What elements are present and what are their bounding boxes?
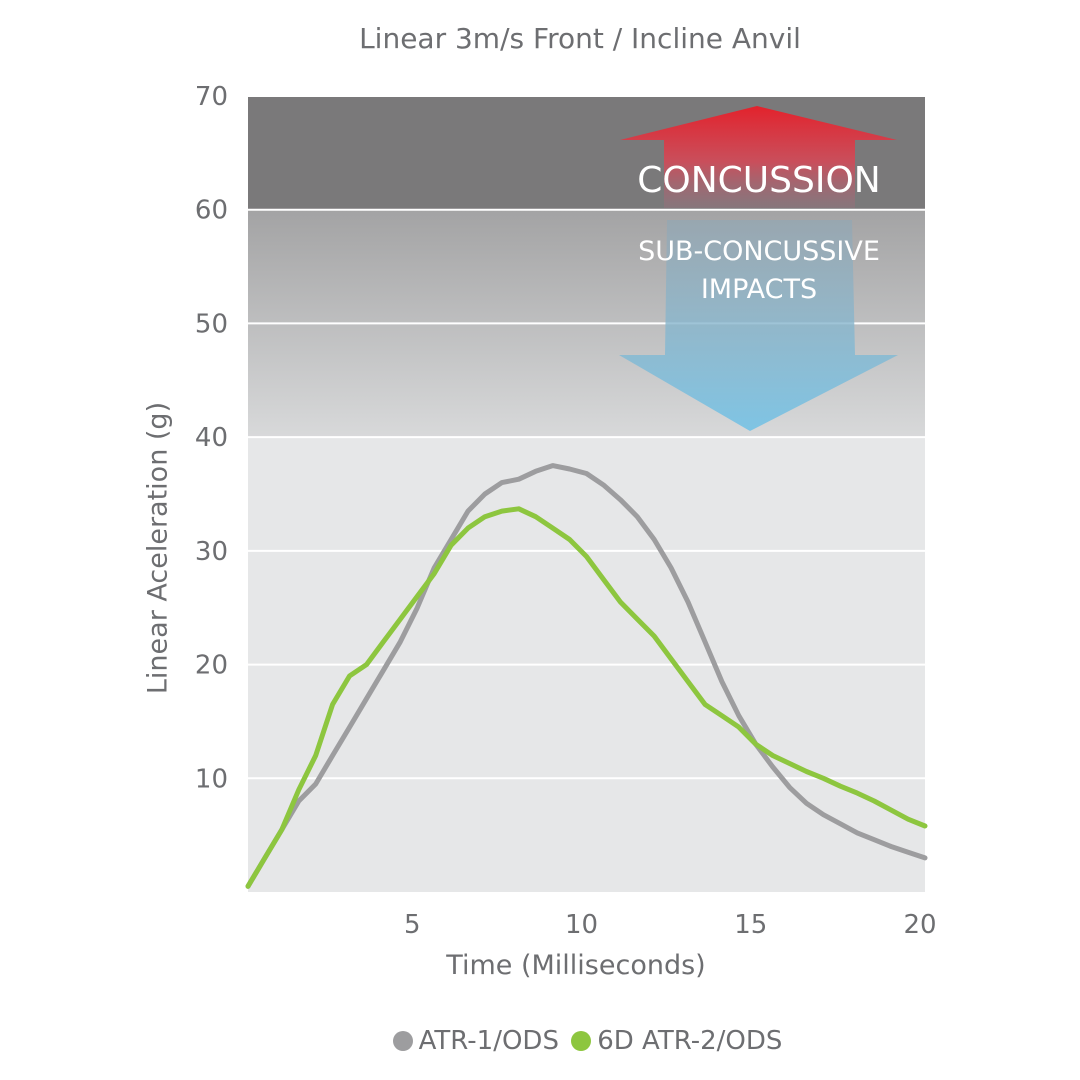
legend-label-6d-atr2: 6D ATR-2/ODS [597,1026,783,1056]
series-line-0 [245,463,928,889]
y-axis-label: Linear Aceleration (g) [142,401,174,695]
legend-item-atr1: ATR-1/ODS [392,1026,559,1056]
legend-marker-atr1 [392,1031,413,1051]
series-line-1 [245,506,928,889]
y-tick-label-10: 10 [195,764,228,794]
x-tick-label-5: 5 [404,910,421,940]
zone-arrows [619,106,898,431]
down-arrow-icon [619,220,898,431]
legend-marker-6d-atr2 [571,1031,592,1051]
legend-label-atr1: ATR-1/ODS [418,1026,559,1056]
y-tick-label-70: 70 [195,82,228,112]
sub-concussive-label-line1: SUB-CONCUSSIVE [638,236,880,267]
sub-concussive-label-line2: IMPACTS [700,274,818,305]
y-tick-label-20: 20 [195,651,228,681]
up-arrow-icon [620,106,897,208]
series-layer [245,463,928,889]
x-axis-label: Time (Milliseconds) [446,950,706,981]
legend: ATR-1/ODS 6D ATR-2/ODS [0,1026,1080,1058]
x-tick-label-20: 20 [903,910,936,940]
legend-item-6d-atr2: 6D ATR-2/ODS [571,1026,782,1056]
y-tick-label-30: 30 [195,537,228,567]
chart-title: Linear 3m/s Front / Incline Anvil [359,22,801,55]
x-tick-label-15: 15 [734,910,767,940]
zones-layer [248,96,925,892]
sub-concussive-zone-label: SUB-CONCUSSIVE IMPACTS [610,233,908,309]
y-tick-label-40: 40 [195,423,228,453]
y-tick-label-60: 60 [195,196,228,226]
ticks-layer: 10 20 30 40 50 60 70 5 10 15 20 [195,82,937,940]
x-tick-label-10: 10 [565,910,598,940]
y-tick-label-50: 50 [195,309,228,339]
concussion-zone-label: CONCUSSION [637,160,881,201]
